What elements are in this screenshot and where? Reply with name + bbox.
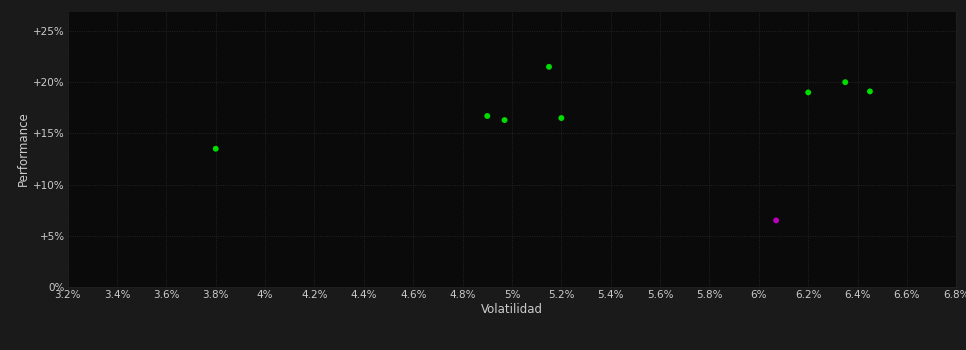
Point	[208, 146, 223, 152]
Point	[768, 218, 783, 223]
X-axis label: Volatilidad: Volatilidad	[481, 302, 543, 316]
Point	[801, 90, 816, 95]
Y-axis label: Performance: Performance	[17, 111, 30, 186]
Point	[497, 117, 512, 123]
Point	[838, 79, 853, 85]
Point	[554, 115, 569, 121]
Point	[479, 113, 495, 119]
Point	[541, 64, 556, 70]
Point	[863, 89, 878, 94]
